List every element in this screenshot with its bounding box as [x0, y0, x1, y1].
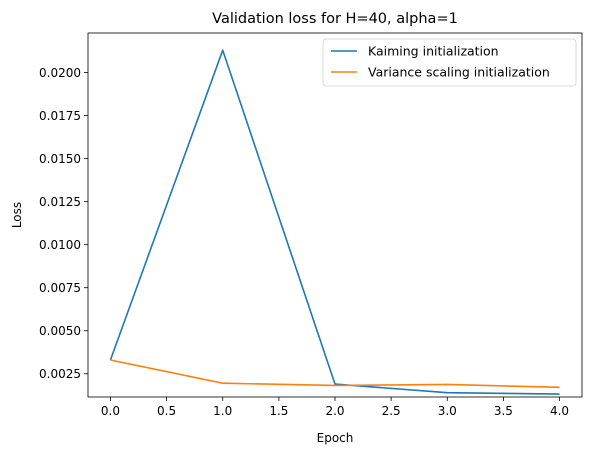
y-tick-label: 0.0050 — [39, 324, 81, 338]
plot-frame — [87, 32, 583, 398]
x-tick-label: 4.0 — [550, 404, 569, 418]
x-axis-label: Epoch — [317, 431, 354, 445]
y-tick-label: 0.0075 — [39, 281, 81, 295]
y-tick-label: 0.0150 — [39, 152, 81, 166]
x-tick-label: 1.5 — [269, 404, 288, 418]
y-tick-label: 0.0175 — [39, 109, 81, 123]
x-tick-label: 2.0 — [325, 404, 344, 418]
x-axis: 0.0 0.5 1.0 1.5 2.0 2.5 3.0 3.5 4.0 — [101, 397, 569, 418]
chart-title: Validation loss for H=40, alpha=1 — [212, 11, 458, 27]
legend: Kaiming initialization Variance scaling i… — [322, 38, 577, 87]
y-tick-label: 0.0025 — [39, 367, 81, 381]
legend-label: Variance scaling initialization — [368, 65, 550, 80]
y-axis: 0.0025 0.0050 0.0075 0.0100 0.0125 0.0150 0.01… — [39, 66, 88, 381]
y-tick-label: 0.0100 — [39, 238, 81, 252]
x-tick-label: 1.0 — [213, 404, 232, 418]
x-tick-label: 3.5 — [494, 404, 513, 418]
y-axis-label: Loss — [10, 202, 24, 228]
series-line-0 — [109, 49, 560, 395]
legend-box — [322, 38, 577, 87]
x-tick-label: 3.0 — [438, 404, 457, 418]
legend-label: Kaiming initialization — [368, 44, 499, 59]
y-tick-label: 0.0125 — [39, 195, 81, 209]
series-line-1 — [110, 359, 560, 389]
x-tick-label: 2.5 — [382, 404, 401, 418]
y-tick-label: 0.0200 — [39, 66, 81, 80]
x-tick-label: 0.0 — [101, 404, 120, 418]
plot-area — [109, 49, 560, 395]
x-tick-label: 0.5 — [157, 404, 176, 418]
